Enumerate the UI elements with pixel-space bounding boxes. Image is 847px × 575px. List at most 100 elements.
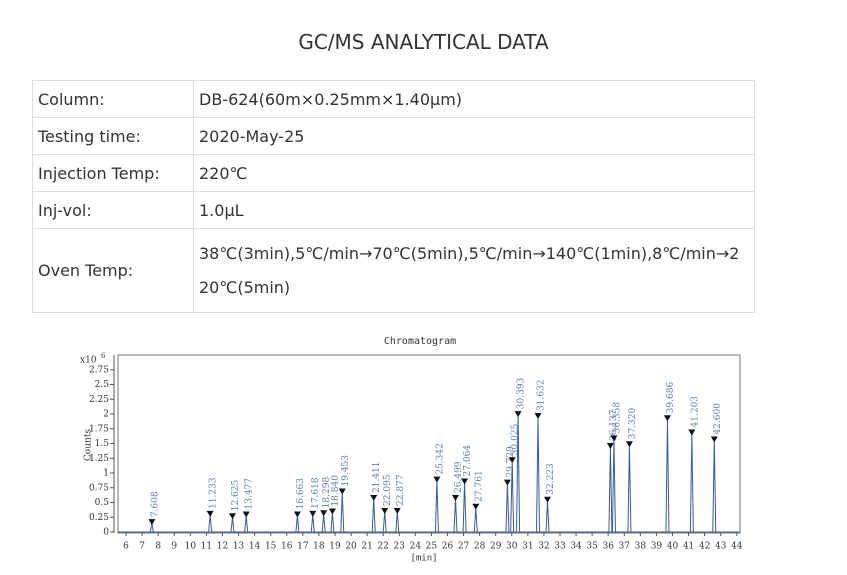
peak-label: 42.600 [713,403,723,435]
y-tick-label: 2 [103,410,109,420]
peak-marker [309,510,317,517]
peak [689,433,694,533]
peak-marker [514,411,522,418]
x-tick-label: 21 [361,542,372,552]
x-tick-label: 6 [123,542,129,552]
peak-marker [320,510,328,517]
peak-marker [338,488,346,495]
peak-label: 41.203 [690,396,700,428]
y-tick-label: 1.25 [89,454,109,464]
cell: Column: [32,80,194,118]
peak-marker [461,478,469,485]
peak-label: 30.393 [517,377,527,409]
x-tick-label: 41 [683,542,694,552]
peak-marker [534,412,542,419]
y-tick-label: 0.75 [89,483,109,493]
y-tick-label: 2.25 [89,395,109,405]
peak-label: 12.625 [231,479,241,511]
x-tick-label: 14 [249,542,261,552]
peak [608,447,613,533]
table-row: Oven Temp: 38℃(3min),5℃/min→70℃(5min),5℃/… [32,228,755,313]
peak-marker [452,494,460,501]
peak [536,416,541,533]
x-tick-label: 13 [233,542,245,552]
table-row: Inj-vol: 1.0μL [32,191,755,229]
peak-label: 22.877 [396,474,406,506]
peak-marker [148,519,156,526]
peak-marker [229,513,237,520]
chromatogram: Chromatogram [min] Counts x10 6 0 0.25 0.5… [80,336,743,564]
peak-marker [625,441,633,448]
peak-label: 11.233 [209,477,219,509]
x-tick-label: 23 [394,542,406,552]
peak-marker [206,510,214,517]
x-tick-label: 29 [490,542,502,552]
peak-marker [688,429,696,436]
info-table: Column: DB-624(60m×0.25mm×1.40μm) Testing… [32,80,755,313]
y-tick-label: 1.5 [95,439,110,449]
plot-frame [117,354,741,534]
peak [371,498,376,533]
peak-marker [433,476,441,483]
peak-marker [381,507,389,514]
peak-marker [610,435,618,442]
peak [395,511,400,533]
y-tick-label: 1.75 [89,424,109,434]
peak-label: 21.411 [372,461,382,493]
peak-label: 36.358 [612,402,622,434]
peak-marker [503,479,511,486]
peak [230,517,235,533]
x-tick-label: 9 [171,542,177,552]
peak-marker [293,511,301,518]
peak-label: 7.608 [150,491,160,517]
peak-marker [606,443,614,450]
x-tick-label: 34 [570,542,582,552]
peak [208,514,213,533]
x-tick-label: 43 [715,542,727,552]
x-tick-label: 16 [281,542,293,552]
peak [627,445,632,533]
x-tick-label: 31 [522,542,533,552]
x-tick-label: 19 [329,542,341,552]
peak [295,515,300,533]
peak-label: 13.477 [245,478,255,510]
peak-label: 31.632 [537,379,547,411]
peak [545,500,550,533]
peak-label: 26.499 [454,461,464,493]
peak-label: 16.663 [296,478,306,510]
peak [310,514,315,533]
peak-marker [663,415,671,422]
y-tick-label: 2.5 [95,380,110,390]
peak-label: 22.095 [383,474,393,506]
x-tick-label: 18 [313,542,325,552]
peak [665,419,670,533]
peak [611,439,616,533]
peak-marker [328,508,336,515]
x-tick-label: 28 [474,542,486,552]
peak-label: 37.320 [628,408,638,440]
peak-marker [472,503,480,510]
table-row: Injection Temp: 220℃ [32,154,755,192]
peak-label: 18.840 [331,475,341,507]
peak [453,498,458,533]
peak [473,507,478,533]
x-axis-label: [min] [410,554,437,564]
peak-marker [393,507,401,514]
x-tick-label: 10 [185,542,197,552]
x-tick-label: 37 [619,542,631,552]
peak-label: 19.453 [341,455,351,487]
y-tick-label: 2.75 [89,365,109,375]
peak-marker [370,494,378,501]
peak-label: 18.298 [322,477,332,509]
y-tick-label: 1 [103,469,109,479]
y-axis-label: Counts [84,429,94,462]
peak [340,492,345,533]
cell: 1.0μL [193,191,755,229]
peak-marker [710,436,718,443]
cell: DB-624(60m×0.25mm×1.40μm) [193,80,755,118]
peak [434,480,439,533]
y-tick-label: 0.25 [89,513,109,523]
x-tick-label: 25 [426,542,438,552]
cell: 2020-May-25 [193,117,755,155]
